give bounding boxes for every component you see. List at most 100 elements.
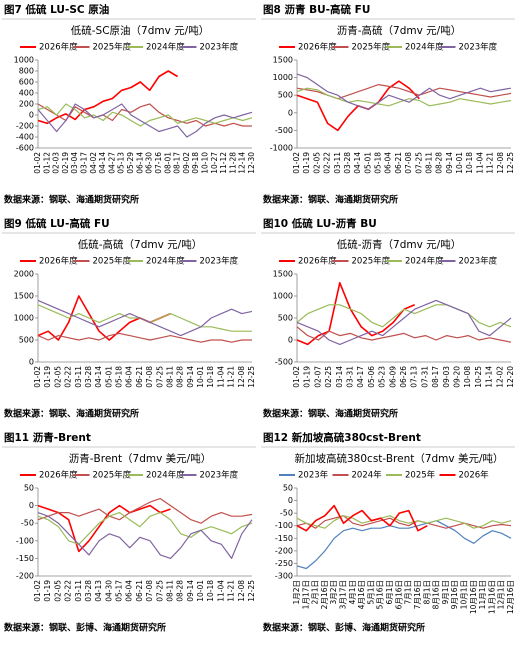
x-tick-label: 09-20 xyxy=(453,366,462,388)
x-tick-label: 3月2日 xyxy=(329,580,338,605)
y-tick-label: -300 xyxy=(275,572,293,581)
legend-label: 2023年度 xyxy=(459,256,498,267)
x-tick-label: 09-02 xyxy=(182,152,191,174)
x-tick-label: 06-14 xyxy=(135,152,144,174)
y-tick-label: 0 xyxy=(29,111,34,120)
x-tick-label: 11-28 xyxy=(228,152,237,174)
x-tick-label: 07-13 xyxy=(410,366,419,388)
x-tick-label: 12-30 xyxy=(247,152,256,174)
x-tick-label: 07-25 xyxy=(414,152,423,174)
x-tick-label: 12-14 xyxy=(238,152,247,174)
x-tick-label: 02-19 xyxy=(61,152,70,174)
x-tick-label: 8月1日 xyxy=(422,580,431,605)
x-tick-label: 03-11 xyxy=(74,580,83,602)
x-tick-label: 02-05 xyxy=(312,152,321,174)
x-tick-label: 6月16日 xyxy=(394,580,403,609)
y-tick-label: 1000 xyxy=(14,56,34,65)
chart-title: 沥青-高硫（7dmv 元/吨） xyxy=(337,24,461,37)
y-tick-label: -150 xyxy=(275,534,293,543)
y-tick-label: -200 xyxy=(16,122,34,131)
x-tick-label: 8月16日 xyxy=(432,580,441,609)
legend-label: 2025年度 xyxy=(93,42,132,53)
x-tick-label: 01-19 xyxy=(43,580,52,602)
x-tick-label: 09-14 xyxy=(445,152,454,174)
x-tick-label: 10-10 xyxy=(200,152,209,174)
y-tick-label: 0 xyxy=(288,336,293,345)
x-tick-label: 11月1日 xyxy=(478,580,487,609)
x-tick-label: 02-05 xyxy=(53,580,62,602)
x-tick-label: 11-14 xyxy=(485,366,494,388)
chart-title: 新加坡高硫380cst-Brent（7dmv 美元/吨） xyxy=(295,452,504,465)
chart-title: 沥青-Brent（7dmv 美元/吨） xyxy=(69,452,211,465)
x-tick-label: 06-26 xyxy=(399,366,408,388)
source-note: 数据来源：钢联、海通期货研究所 xyxy=(263,408,398,420)
legend-label: 2024年度 xyxy=(146,256,185,267)
chart-title: 低硫-SC原油（7dmv 元/吨） xyxy=(71,24,209,37)
x-tick-label: 03-28 xyxy=(84,366,93,388)
legend-label: 2023年 xyxy=(298,470,329,481)
x-tick-label: 06-21 xyxy=(135,366,144,388)
y-tick-label: 500 xyxy=(19,336,34,345)
x-tick-label: 08-28 xyxy=(176,580,185,602)
y-tick-label: 0 xyxy=(29,501,34,510)
y-tick-label: 600 xyxy=(19,78,34,87)
x-tick-label: 08-11 xyxy=(424,152,433,174)
legend-label: 2023年度 xyxy=(200,256,239,267)
x-tick-label: 07-16 xyxy=(154,152,163,174)
x-tick-label: 01-19 xyxy=(43,366,52,388)
y-tick-label: 500 xyxy=(278,91,293,100)
chart-title: 低硫-高硫（7dmv 元/吨） xyxy=(78,238,202,251)
chart-title: 低硫-沥青（7dmv 元/吨） xyxy=(337,238,461,251)
series-line xyxy=(296,282,416,346)
x-tick-label: 10-18 xyxy=(206,366,215,388)
x-tick-label: 09-18 xyxy=(191,152,200,174)
x-tick-label: 08-28 xyxy=(435,152,444,174)
x-tick-label: 05-06 xyxy=(367,366,376,388)
series-line xyxy=(37,512,253,559)
x-tick-label: 08-17 xyxy=(173,152,182,174)
x-tick-label: 12-08 xyxy=(237,580,246,602)
x-tick-label: 01-12 xyxy=(42,152,51,174)
legend-label: 2024年 xyxy=(352,470,383,481)
x-tick-label: 04-13 xyxy=(94,580,103,602)
x-tick-label: 09-03 xyxy=(442,366,451,388)
x-tick-label: 01-02 xyxy=(292,366,301,388)
legend-label: 2025年度 xyxy=(352,256,391,267)
x-tick-label: 01-02 xyxy=(33,152,42,174)
series-line xyxy=(296,299,512,345)
x-tick-label: 03-31 xyxy=(346,366,355,388)
x-tick-label: 07-08 xyxy=(145,366,154,388)
x-tick-label: 1月17日 xyxy=(301,580,310,609)
x-tick-label: 03-11 xyxy=(333,152,342,174)
x-tick-label: 03-28 xyxy=(84,580,93,602)
series-line xyxy=(37,70,179,125)
series-line xyxy=(296,515,512,529)
x-tick-label: 11-21 xyxy=(227,366,236,388)
series-line xyxy=(296,515,512,529)
y-tick-label: -100 xyxy=(16,536,34,545)
series-line xyxy=(37,512,253,545)
x-tick-label: 06-04 xyxy=(125,366,134,388)
figure-title: 图8 沥青 BU-高硫 FU xyxy=(263,3,370,16)
legend-label: 2026年度 xyxy=(39,470,78,481)
x-tick-label: 02-25 xyxy=(324,366,333,388)
y-tick-label: -200 xyxy=(275,546,293,555)
series-line xyxy=(37,103,253,138)
x-tick-label: 03-04 xyxy=(70,152,79,174)
x-tick-label: 04-14 xyxy=(94,366,103,388)
x-tick-label: 05-13 xyxy=(117,152,126,174)
x-tick-label: 02-22 xyxy=(64,366,73,388)
x-tick-label: 08-11 xyxy=(165,580,174,602)
x-tick-label: 10月16日 xyxy=(469,580,478,614)
figure-title: 图10 低硫 LU-沥青 BU xyxy=(263,217,377,230)
y-tick-label: 400 xyxy=(19,89,34,98)
x-tick-label: 10月1日 xyxy=(459,580,468,609)
y-tick-label: -150 xyxy=(16,554,34,563)
x-tick-label: 12-08 xyxy=(237,366,246,388)
x-tick-label: 12-02 xyxy=(495,366,504,388)
y-tick-label: -100 xyxy=(275,521,293,530)
y-tick-label: -50 xyxy=(21,519,34,528)
x-tick-label: 06-21 xyxy=(394,152,403,174)
x-tick-label: 12月16日 xyxy=(506,580,515,614)
y-tick-label: 1000 xyxy=(273,292,293,301)
